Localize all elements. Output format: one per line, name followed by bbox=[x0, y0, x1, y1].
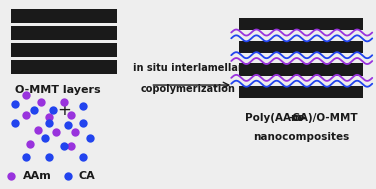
Text: Poly(AAm-: Poly(AAm- bbox=[246, 113, 306, 123]
Text: in situ interlamellar: in situ interlamellar bbox=[133, 63, 243, 73]
Bar bbox=[11, 60, 117, 74]
Text: copolymerization: copolymerization bbox=[141, 84, 235, 94]
Text: +: + bbox=[57, 101, 71, 119]
Bar bbox=[239, 41, 363, 53]
Bar bbox=[11, 26, 117, 40]
Text: nanocomposites: nanocomposites bbox=[253, 132, 349, 142]
Bar bbox=[11, 43, 117, 57]
Text: CA: CA bbox=[79, 171, 96, 181]
Text: co: co bbox=[292, 113, 305, 123]
Bar bbox=[239, 18, 363, 30]
Bar bbox=[239, 63, 363, 76]
Bar bbox=[239, 86, 363, 98]
Text: -CA)/O-MMT: -CA)/O-MMT bbox=[289, 113, 358, 123]
Bar bbox=[11, 9, 117, 23]
Text: AAm: AAm bbox=[23, 171, 51, 181]
Text: O-MMT layers: O-MMT layers bbox=[15, 85, 101, 95]
